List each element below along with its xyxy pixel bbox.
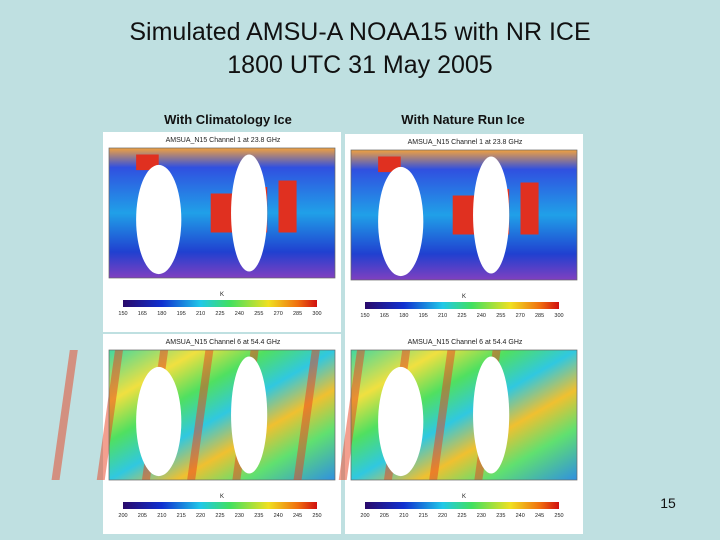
colorbar-tick-label: 235	[496, 513, 505, 519]
swath-gap	[378, 366, 424, 477]
column-label: With Nature Run Ice	[401, 112, 524, 127]
slide-title: Simulated AMSU-A NOAA15 with NR ICE	[129, 18, 590, 46]
map-feature	[210, 193, 234, 233]
map-frame	[108, 349, 336, 481]
map-panel: AMSUA_N15 Channel 1 at 23.8 GHz 150 165 180…	[345, 134, 583, 334]
colorbar-tick-label: 245	[293, 513, 302, 519]
colorbar-tick-label: 210	[196, 311, 205, 317]
colorbar-tick-label: 270	[516, 313, 525, 319]
colorbar-tick-label: 245	[535, 513, 544, 519]
map-feature	[378, 156, 401, 173]
colorbar	[123, 502, 317, 509]
map-swath	[338, 350, 366, 480]
colorbar-tick-label: 220	[196, 513, 205, 519]
colorbar-tick-label: 255	[496, 313, 505, 319]
panels: AMSUA_N15 Channel 1 at 23.8 GHz 150 165 180…	[51, 132, 583, 534]
colorbar-tick-label: 210	[399, 513, 408, 519]
column-label: With Climatology Ice	[164, 112, 292, 127]
colorbar-tick-label: 250	[312, 513, 321, 519]
colorbar-tick-label: 225	[457, 513, 466, 519]
swath-gap	[136, 366, 182, 477]
swath-gap	[136, 164, 182, 275]
map-panel: AMSUA_N15 Channel 6 at 54.4 GHz 200 205 210…	[293, 334, 583, 534]
colorbar-tick-label: 225	[215, 513, 224, 519]
colorbar-tick-label: 215	[177, 513, 186, 519]
colorbar-tick-label: 300	[312, 311, 321, 317]
map-swath	[51, 350, 78, 480]
swath-gap	[473, 356, 510, 474]
map-feature	[452, 195, 476, 235]
colorbar	[123, 300, 317, 307]
swath-gap	[231, 356, 268, 474]
colorbar-tick-label: 250	[554, 513, 563, 519]
colorbar-tick-label: 195	[419, 313, 428, 319]
panel-title: AMSUA_N15 Channel 1 at 23.8 GHz	[408, 139, 523, 146]
colorbar-tick-label: 205	[380, 513, 389, 519]
colorbar-tick-label: 180	[399, 313, 408, 319]
panel-title: AMSUA_N15 Channel 1 at 23.8 GHz	[166, 137, 281, 144]
panel-title: AMSUA_N15 Channel 6 at 54.4 GHz	[166, 339, 281, 346]
colorbar-tick-label: 165	[380, 313, 389, 319]
slide-title: 1800 UTC 31 May 2005	[227, 51, 492, 79]
map-frame	[350, 349, 578, 481]
colorbar	[365, 302, 559, 309]
page-number: 15	[660, 495, 676, 511]
colorbar-tick-label: 240	[235, 311, 244, 317]
colorbar-tick-label: 165	[138, 311, 147, 317]
map-frame	[108, 147, 336, 279]
colorbar-tick-label: 300	[554, 313, 563, 319]
colorbar-tick-label: 240	[477, 313, 486, 319]
colorbar-tick-label: 240	[516, 513, 525, 519]
colorbar-tick-label: 180	[157, 311, 166, 317]
colorbar-tick-label: 220	[438, 513, 447, 519]
colorbar-tick-label: 230	[477, 513, 486, 519]
colorbar-tick-label: 150	[360, 313, 369, 319]
map-frame	[350, 149, 578, 281]
colorbar-tick-label: 255	[254, 311, 263, 317]
colorbar-tick-label: 270	[274, 311, 283, 317]
colorbar-tick-label: 195	[177, 311, 186, 317]
colorbar-tick-label: 210	[438, 313, 447, 319]
swath-gap	[378, 166, 424, 277]
map-swath	[96, 350, 124, 480]
colorbar	[365, 502, 559, 509]
colorbar-tick-label: 150	[118, 311, 127, 317]
colorbar-tick-label: 285	[535, 313, 544, 319]
map-swath	[187, 350, 214, 480]
swath-gap	[473, 156, 510, 274]
map-feature	[136, 154, 159, 171]
colorbar-tick-label: 215	[419, 513, 428, 519]
colorbar-unit: K	[220, 292, 224, 298]
colorbar-tick-label: 225	[457, 313, 466, 319]
map-panel: AMSUA_N15 Channel 6 at 54.4 GHz 200 205 210…	[51, 334, 341, 534]
map-panel: AMSUA_N15 Channel 1 at 23.8 GHz 150 165 180…	[103, 132, 341, 332]
map-swath	[293, 350, 320, 480]
colorbar-tick-label: 225	[215, 311, 224, 317]
panel-title: AMSUA_N15 Channel 6 at 54.4 GHz	[408, 339, 523, 346]
swath-gap	[231, 154, 268, 272]
colorbar-unit: K	[462, 294, 466, 300]
map-feature	[278, 180, 297, 233]
colorbar-tick-label: 205	[138, 513, 147, 519]
colorbar-tick-label: 240	[274, 513, 283, 519]
colorbar-tick-label: 235	[254, 513, 263, 519]
colorbar-tick-label: 210	[157, 513, 166, 519]
colorbar-tick-label: 200	[360, 513, 369, 519]
map-swath	[429, 350, 456, 480]
colorbar-unit: K	[220, 494, 224, 500]
colorbar-tick-label: 200	[118, 513, 127, 519]
colorbar-tick-label: 285	[293, 311, 302, 317]
map-feature	[520, 182, 539, 235]
colorbar-unit: K	[462, 494, 466, 500]
colorbar-tick-label: 230	[235, 513, 244, 519]
